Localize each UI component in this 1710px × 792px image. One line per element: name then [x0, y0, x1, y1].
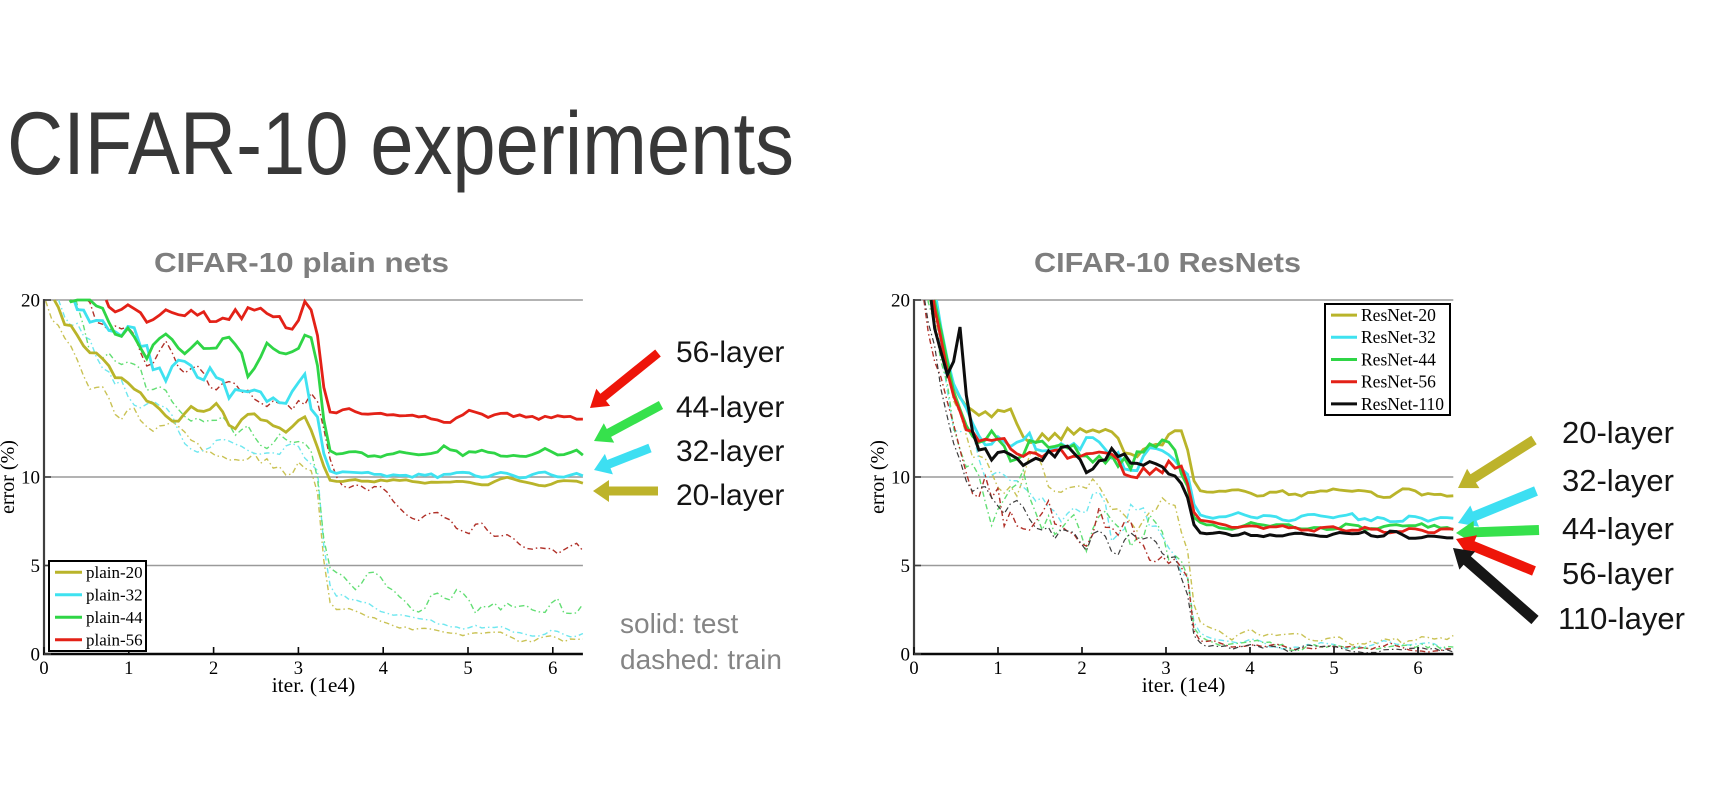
svg-text:20: 20: [891, 291, 910, 312]
svg-text:iter. (1e4): iter. (1e4): [1142, 673, 1226, 697]
svg-text:plain-56: plain-56: [86, 631, 143, 650]
svg-text:5: 5: [463, 659, 472, 679]
svg-text:6: 6: [548, 659, 557, 679]
svg-text:1: 1: [124, 659, 133, 679]
svg-text:6: 6: [1413, 659, 1422, 679]
svg-text:ResNet-20: ResNet-20: [1361, 305, 1436, 325]
svg-text:20-layer: 20-layer: [676, 479, 784, 512]
svg-text:0: 0: [31, 645, 41, 666]
svg-text:4: 4: [379, 659, 388, 679]
svg-text:10: 10: [891, 468, 910, 489]
svg-text:4: 4: [1245, 659, 1254, 679]
svg-text:5: 5: [1329, 659, 1338, 679]
svg-text:2: 2: [1077, 659, 1086, 679]
svg-text:0: 0: [901, 645, 911, 666]
svg-text:plain-44: plain-44: [86, 608, 143, 627]
svg-text:44-layer: 44-layer: [1562, 511, 1674, 546]
svg-text:0: 0: [909, 659, 918, 679]
svg-text:error (%): error (%): [0, 440, 19, 514]
svg-text:20: 20: [21, 291, 40, 312]
svg-text:20-layer: 20-layer: [1562, 415, 1674, 450]
svg-text:10: 10: [21, 468, 40, 489]
svg-text:dashed: train: dashed: train: [620, 644, 782, 675]
svg-text:ResNet-32: ResNet-32: [1361, 327, 1436, 347]
svg-text:ResNet-44: ResNet-44: [1361, 349, 1436, 369]
svg-text:plain-20: plain-20: [86, 563, 143, 582]
svg-text:CIFAR-10 experiments: CIFAR-10 experiments: [7, 93, 794, 193]
svg-text:solid: test: solid: test: [620, 608, 738, 639]
svg-text:56-layer: 56-layer: [1562, 556, 1674, 591]
svg-text:32-layer: 32-layer: [1562, 463, 1674, 498]
svg-text:3: 3: [1161, 659, 1170, 679]
svg-text:5: 5: [31, 556, 41, 577]
svg-text:44-layer: 44-layer: [676, 391, 784, 424]
svg-text:CIFAR-10 ResNets: CIFAR-10 ResNets: [1034, 247, 1301, 278]
svg-text:110-layer: 110-layer: [1558, 601, 1685, 636]
svg-text:2: 2: [209, 659, 218, 679]
svg-text:3: 3: [294, 659, 303, 679]
svg-text:1: 1: [993, 659, 1002, 679]
svg-text:plain-32: plain-32: [86, 586, 143, 605]
svg-text:iter. (1e4): iter. (1e4): [272, 673, 356, 697]
svg-text:32-layer: 32-layer: [676, 435, 784, 468]
svg-text:error (%): error (%): [867, 440, 889, 514]
svg-text:56-layer: 56-layer: [676, 336, 784, 369]
svg-text:ResNet-56: ResNet-56: [1361, 372, 1436, 392]
svg-text:ResNet-110: ResNet-110: [1361, 394, 1444, 414]
svg-text:CIFAR-10 plain nets: CIFAR-10 plain nets: [154, 247, 449, 278]
svg-text:5: 5: [901, 556, 911, 577]
svg-text:0: 0: [39, 659, 48, 679]
